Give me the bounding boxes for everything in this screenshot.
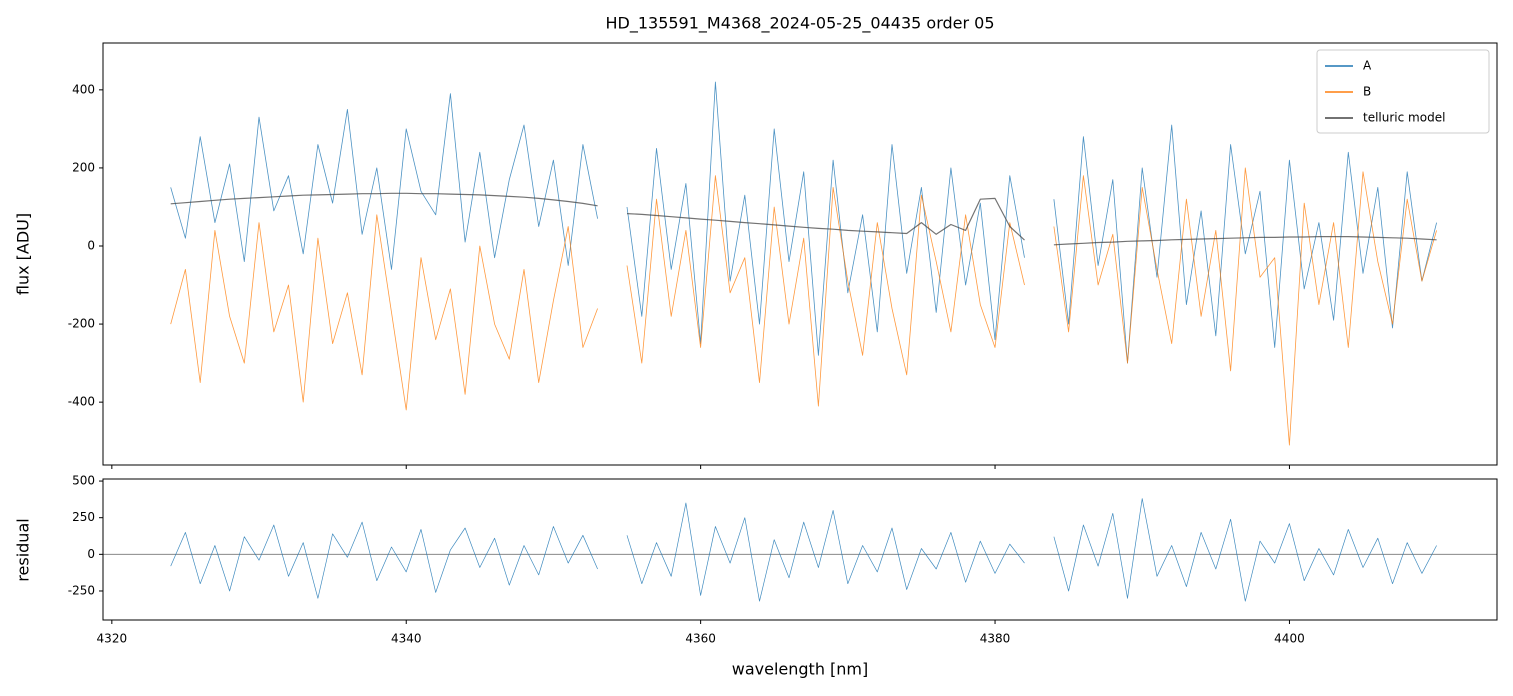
x-tick-label: 4320 bbox=[97, 632, 128, 646]
legend-label: telluric model bbox=[1363, 111, 1445, 125]
y-tick-label: -200 bbox=[68, 317, 95, 331]
y-tick-label: 0 bbox=[87, 238, 95, 252]
x-tick-label: 4340 bbox=[391, 632, 422, 646]
series-line bbox=[170, 81, 1437, 364]
x-axis-label: wavelength [nm] bbox=[732, 660, 869, 679]
y-axis-label: flux [ADU] bbox=[14, 213, 33, 295]
x-tick-label: 4360 bbox=[685, 632, 716, 646]
y-tick-label: 500 bbox=[72, 474, 95, 488]
plot-frame bbox=[102, 42, 1498, 466]
plot-frame bbox=[102, 478, 1498, 621]
y-axis-label: residual bbox=[14, 518, 33, 581]
y-tick-label: 200 bbox=[72, 160, 95, 174]
chart-title: HD_135591_M4368_2024-05-25_04435 order 0… bbox=[605, 14, 994, 34]
y-tick-label: -400 bbox=[68, 395, 95, 409]
y-tick-label: -250 bbox=[68, 583, 95, 597]
legend-label: B bbox=[1363, 85, 1371, 99]
series-line bbox=[170, 192, 1437, 246]
legend-label: A bbox=[1363, 59, 1372, 73]
legend-box bbox=[1316, 49, 1490, 134]
x-tick-label: 4380 bbox=[980, 632, 1011, 646]
y-tick-label: 0 bbox=[87, 547, 95, 561]
y-tick-label: 400 bbox=[72, 82, 95, 96]
residual-line bbox=[170, 498, 1437, 602]
y-tick-label: 250 bbox=[72, 510, 95, 524]
series-line bbox=[170, 167, 1437, 446]
x-tick-label: 4400 bbox=[1274, 632, 1305, 646]
